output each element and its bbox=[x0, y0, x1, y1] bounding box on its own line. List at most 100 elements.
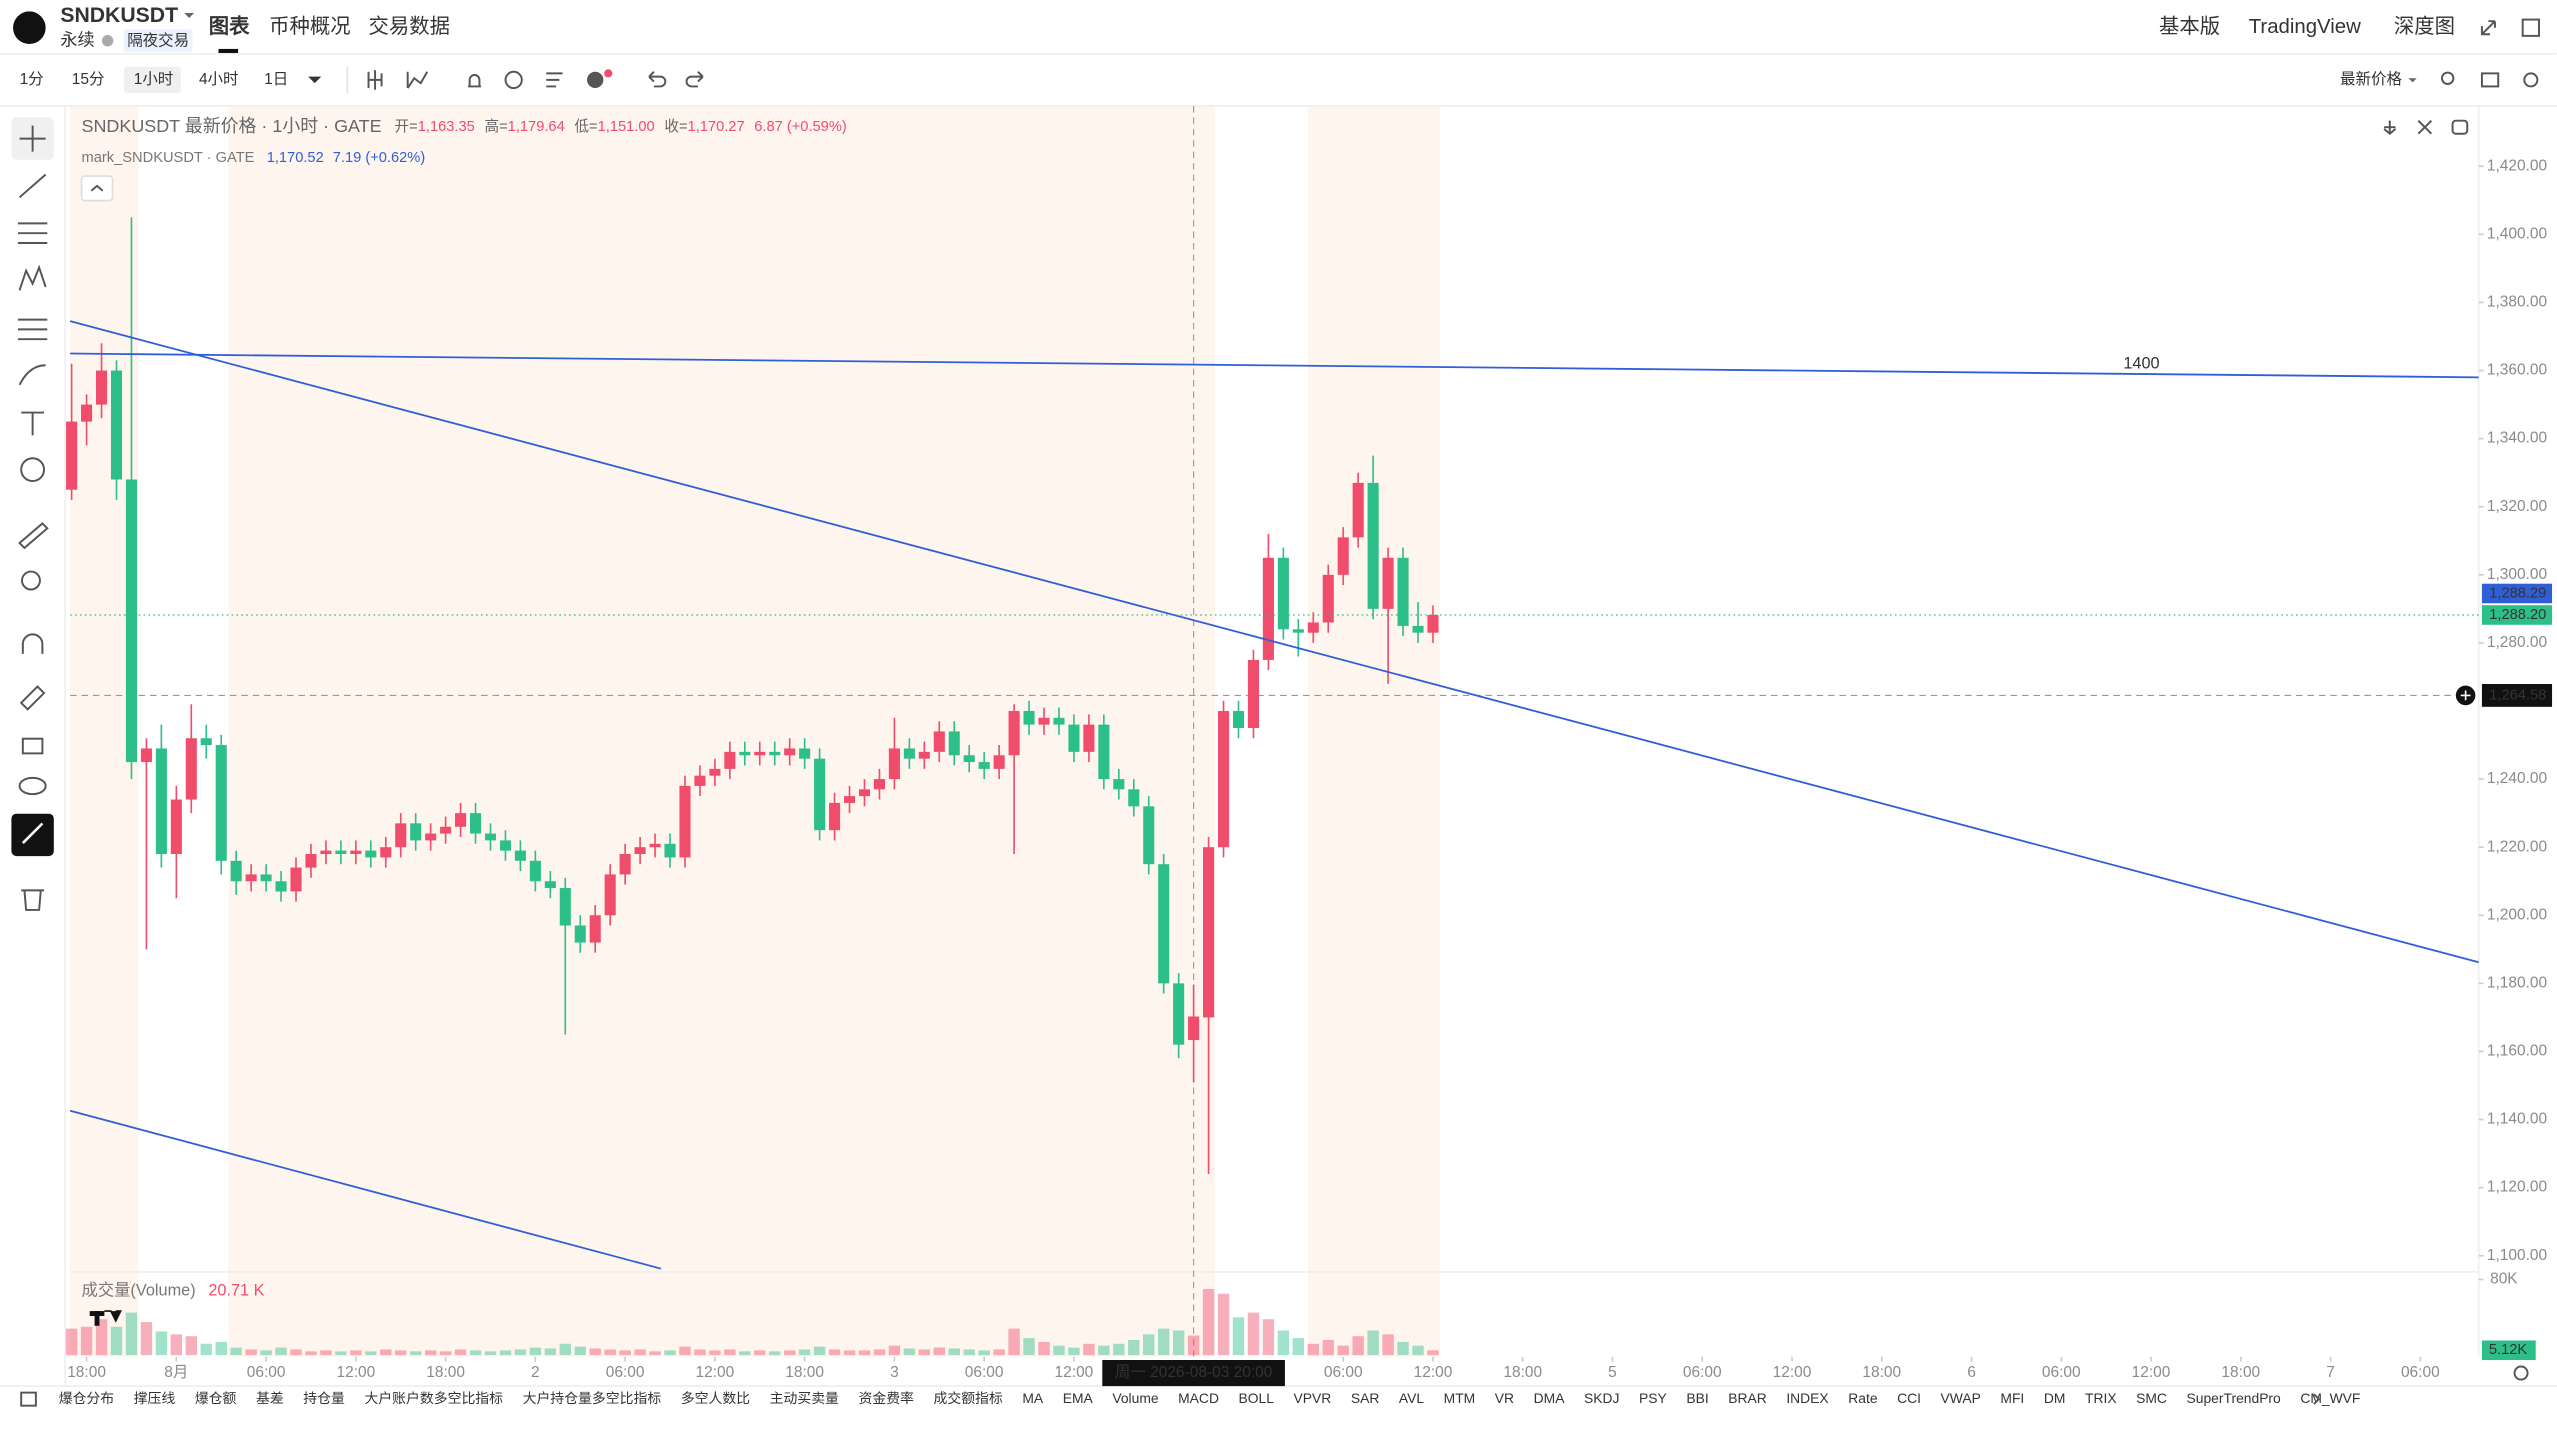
window-icon[interactable] bbox=[2521, 18, 2540, 37]
emoji-tool[interactable] bbox=[20, 457, 46, 483]
add-icon[interactable] bbox=[587, 71, 604, 89]
pane-maximize-icon[interactable] bbox=[2417, 119, 2433, 135]
view-tab[interactable]: TradingView bbox=[2249, 16, 2361, 38]
text-tool[interactable] bbox=[21, 411, 45, 436]
indicator[interactable]: VR bbox=[1495, 1390, 1514, 1406]
link-tool[interactable] bbox=[21, 822, 44, 844]
volume-bar bbox=[1113, 1343, 1125, 1356]
indicator[interactable]: 基差 bbox=[256, 1390, 284, 1406]
indicator[interactable]: BBI bbox=[1686, 1390, 1708, 1406]
indicator[interactable]: Rate bbox=[1848, 1390, 1878, 1406]
indicator[interactable]: PSY bbox=[1639, 1390, 1667, 1406]
view-tab[interactable]: 深度图 bbox=[2394, 15, 2455, 38]
indicator[interactable]: BRAR bbox=[1728, 1390, 1767, 1406]
indicator[interactable]: VPVR bbox=[1294, 1390, 1332, 1406]
chart-type-icon[interactable] bbox=[367, 70, 383, 90]
indicator[interactable]: MTM bbox=[1444, 1390, 1476, 1406]
indicator[interactable]: 撑压线 bbox=[134, 1390, 176, 1406]
interval[interactable]: 15分 bbox=[72, 70, 105, 88]
indicator[interactable]: 主动买卖量 bbox=[770, 1390, 839, 1406]
indicator[interactable]: 成交额指标 bbox=[933, 1390, 1002, 1406]
interval[interactable]: 4小时 bbox=[199, 70, 239, 88]
volume-bar bbox=[933, 1347, 945, 1356]
symbol[interactable]: SNDKUSDT bbox=[60, 4, 178, 27]
indicator[interactable]: TRIX bbox=[2085, 1390, 2117, 1406]
x-tick-label: 12:00 bbox=[1414, 1364, 1453, 1381]
magnet-tool[interactable] bbox=[21, 633, 44, 654]
crosshair-time: 周一 2026-08-03 20:00 bbox=[1115, 1364, 1273, 1381]
logo-part bbox=[94, 1311, 100, 1326]
settings-icon[interactable] bbox=[2513, 1365, 2529, 1381]
indicator[interactable]: 大户账户数多空比指标 bbox=[364, 1390, 503, 1406]
interval[interactable]: 1小时 bbox=[134, 70, 174, 88]
indicator[interactable]: DM bbox=[2044, 1390, 2066, 1406]
candle-body bbox=[784, 748, 796, 756]
volume-bar bbox=[110, 1326, 123, 1356]
tab[interactable]: 图表 bbox=[209, 14, 250, 38]
indicator[interactable]: Volume bbox=[1112, 1390, 1159, 1406]
crosshair-tool[interactable] bbox=[19, 125, 46, 152]
candle-body bbox=[365, 850, 377, 858]
fib-tool[interactable] bbox=[17, 222, 48, 244]
dropdown-icon[interactable] bbox=[308, 76, 322, 84]
visibility-tool[interactable] bbox=[18, 776, 47, 796]
view-tab[interactable]: 基本版 bbox=[2159, 15, 2220, 38]
indicator[interactable]: 爆仓额 bbox=[195, 1390, 237, 1406]
indicator[interactable]: 持仓量 bbox=[303, 1390, 345, 1406]
pattern-tool[interactable] bbox=[18, 264, 47, 291]
template-icon[interactable] bbox=[546, 72, 563, 88]
indicator[interactable]: SuperTrendPro bbox=[2187, 1390, 2282, 1406]
indicator[interactable]: SKDJ bbox=[1584, 1390, 1619, 1406]
indicator-icon[interactable] bbox=[406, 71, 429, 89]
indicator[interactable]: MA bbox=[1022, 1390, 1044, 1406]
volume-bar bbox=[1157, 1328, 1170, 1356]
undo-icon[interactable] bbox=[648, 71, 667, 88]
indicator[interactable]: SAR bbox=[1351, 1390, 1380, 1406]
scroll-icon[interactable] bbox=[2313, 1393, 2321, 1405]
camera-icon[interactable] bbox=[2480, 72, 2500, 88]
indicator[interactable]: BOLL bbox=[1239, 1390, 1275, 1406]
indicator[interactable]: EMA bbox=[1063, 1390, 1094, 1406]
projection-tool[interactable] bbox=[17, 318, 48, 341]
indicator[interactable]: 资金费率 bbox=[858, 1390, 914, 1406]
interval[interactable]: 1日 bbox=[264, 71, 288, 88]
alert-icon[interactable] bbox=[468, 74, 482, 88]
indicator[interactable]: INDEX bbox=[1786, 1390, 1828, 1406]
indicator[interactable]: DMA bbox=[1534, 1390, 1566, 1406]
indicator[interactable]: 多空人数比 bbox=[681, 1390, 750, 1406]
dropdown-icon[interactable] bbox=[2408, 78, 2417, 83]
indicator[interactable]: CM_WVF bbox=[2300, 1390, 2360, 1406]
interval[interactable]: 1分 bbox=[20, 70, 44, 88]
tab[interactable]: 币种概况 bbox=[269, 15, 351, 38]
indicator[interactable]: AVL bbox=[1399, 1390, 1424, 1406]
pane-refresh-icon[interactable] bbox=[2451, 119, 2469, 135]
brush-tool[interactable] bbox=[18, 364, 46, 386]
lock-tool[interactable] bbox=[21, 737, 44, 755]
volume-bar bbox=[1382, 1334, 1394, 1356]
volume-bar bbox=[634, 1349, 646, 1356]
delete-tool[interactable] bbox=[21, 889, 45, 911]
fullscreen-icon[interactable] bbox=[2480, 20, 2496, 36]
collapse-button[interactable] bbox=[80, 175, 114, 202]
search-icon[interactable] bbox=[2440, 71, 2455, 85]
indicator[interactable]: CCI bbox=[1897, 1390, 1921, 1406]
indicator[interactable]: 大户持仓量多空比指标 bbox=[523, 1390, 662, 1406]
redo-icon[interactable] bbox=[685, 71, 704, 88]
zoom-tool[interactable] bbox=[21, 570, 41, 591]
tab[interactable]: 交易数据 bbox=[369, 15, 451, 38]
settings-icon[interactable] bbox=[2523, 72, 2539, 88]
candle-body bbox=[589, 915, 601, 943]
pane-down-icon[interactable] bbox=[2383, 120, 2397, 136]
indicator[interactable]: SMC bbox=[2136, 1390, 2167, 1406]
replay-icon[interactable] bbox=[504, 70, 523, 90]
indicator[interactable]: VWAP bbox=[1941, 1390, 1981, 1406]
calendar-icon[interactable] bbox=[20, 1391, 37, 1407]
price-source[interactable]: 最新价格 bbox=[2340, 70, 2402, 88]
ruler-tool[interactable] bbox=[18, 522, 49, 550]
trendline-tool[interactable] bbox=[18, 173, 47, 199]
indicator[interactable]: MACD bbox=[1178, 1390, 1219, 1406]
lock-draw-tool[interactable] bbox=[19, 685, 46, 711]
indicator[interactable]: MFI bbox=[2000, 1390, 2024, 1406]
indicator[interactable]: 爆仓分布 bbox=[59, 1390, 115, 1406]
